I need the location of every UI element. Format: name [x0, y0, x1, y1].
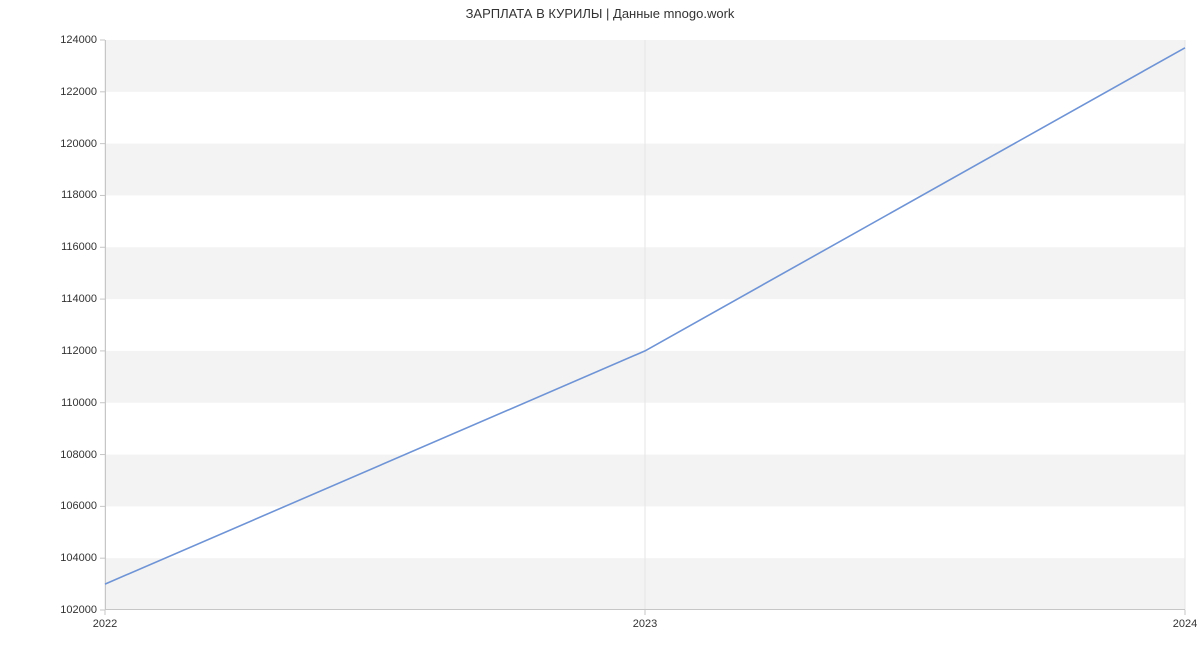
y-tick-label: 120000	[60, 138, 97, 150]
y-tick-label: 102000	[60, 604, 97, 616]
x-tick-label: 2022	[93, 618, 117, 630]
y-tick-label: 112000	[61, 345, 97, 357]
y-tick-label: 110000	[61, 397, 97, 409]
y-tick-label: 106000	[60, 500, 97, 512]
y-tick-label: 108000	[60, 449, 97, 461]
x-tick-label: 2023	[633, 618, 657, 630]
y-tick-label: 116000	[61, 241, 97, 253]
y-tick-label: 122000	[60, 86, 97, 98]
y-tick-label: 104000	[60, 552, 97, 564]
y-tick-label: 124000	[60, 34, 97, 46]
chart-title: ЗАРПЛАТА В КУРИЛЫ | Данные mnogo.work	[0, 6, 1200, 21]
chart-svg	[105, 40, 1185, 610]
line-chart: ЗАРПЛАТА В КУРИЛЫ | Данные mnogo.work 10…	[0, 0, 1200, 650]
y-tick-label: 118000	[61, 189, 97, 201]
plot-area: 1020001040001060001080001100001120001140…	[105, 40, 1185, 610]
x-tick-label: 2024	[1173, 618, 1197, 630]
y-tick-label: 114000	[61, 293, 97, 305]
